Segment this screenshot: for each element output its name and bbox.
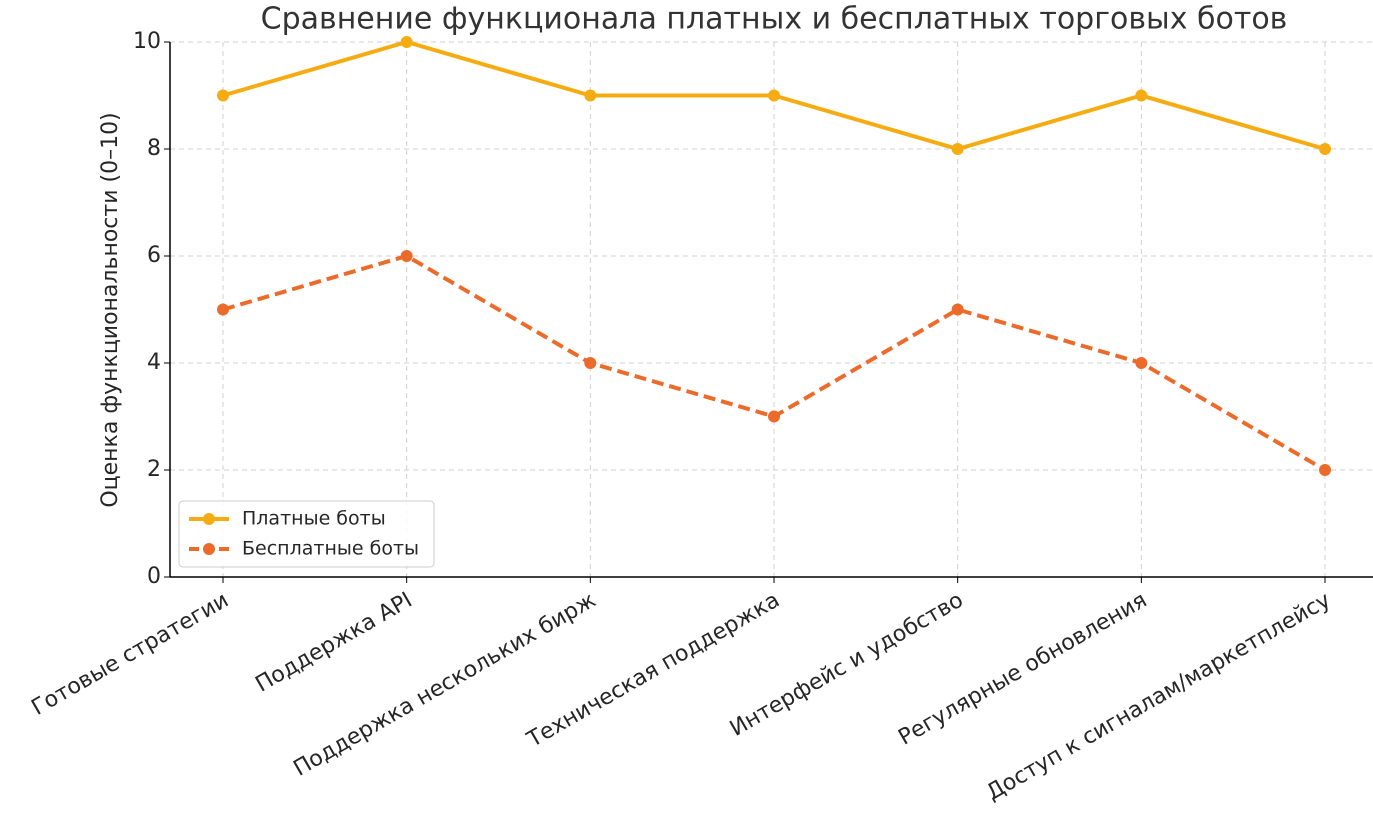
legend-marker (203, 513, 215, 525)
y-tick-label: 0 (147, 564, 161, 589)
data-point (768, 89, 780, 102)
y-tick-label: 10 (133, 29, 161, 54)
data-point (584, 357, 597, 369)
y-tick-label: 2 (147, 457, 161, 482)
legend-label: Платные боты (242, 508, 386, 530)
y-axis-label: Оценка функциональности (0–10) (98, 112, 123, 507)
data-point (1135, 89, 1148, 102)
data-point (217, 303, 229, 316)
data-point (1319, 464, 1331, 476)
data-point (400, 36, 413, 48)
data-point (584, 89, 597, 102)
legend-label: Бесплатные боты (242, 538, 419, 560)
chart-title: Сравнение функционала платных и бесплатн… (261, 2, 1288, 37)
x-tick-label: Готовые стратегии (27, 588, 233, 721)
x-tick-label: Поддержка нескольких бирж (289, 588, 600, 782)
data-point (217, 89, 229, 102)
x-tick-label: Доступ к сигналам/маркетплейсу (982, 588, 1335, 806)
data-point (400, 250, 413, 262)
y-tick-label: 8 (147, 136, 161, 161)
y-tick-label: 4 (147, 350, 161, 375)
data-point (951, 143, 964, 155)
data-point (1319, 143, 1331, 155)
legend-marker (203, 543, 215, 555)
data-point (768, 410, 780, 423)
data-point (1135, 357, 1148, 369)
legend-box (178, 500, 435, 568)
y-tick-label: 6 (147, 243, 161, 268)
data-point (951, 303, 964, 316)
x-tick-label: Поддержка API (251, 588, 416, 698)
